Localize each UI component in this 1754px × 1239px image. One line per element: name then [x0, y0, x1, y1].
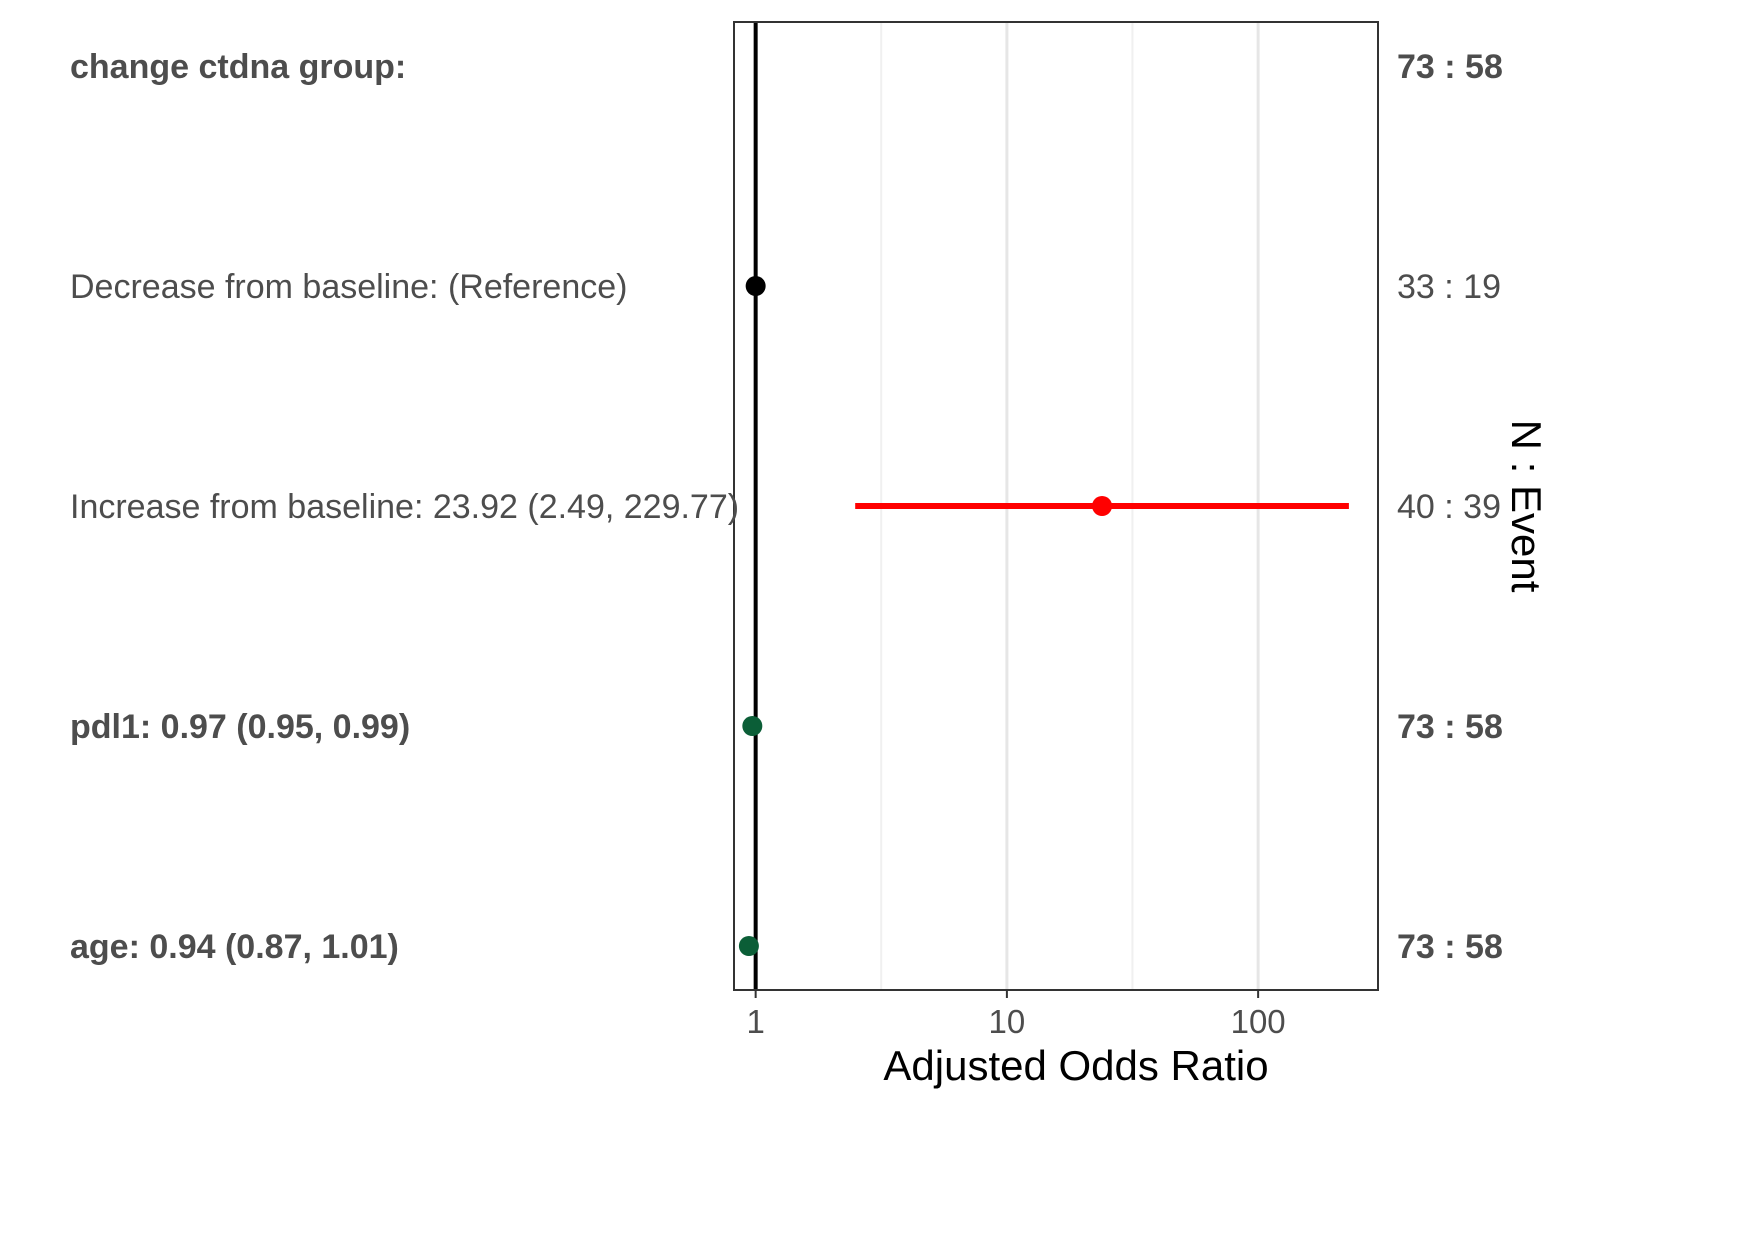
plot-panel-border — [733, 21, 1379, 991]
count-label: 73 : 58 — [1397, 928, 1503, 966]
secondary-axis-title: N : Event — [1503, 420, 1550, 593]
count-label: 33 : 19 — [1397, 268, 1501, 306]
x-axis-title: Adjusted Odds Ratio — [883, 1042, 1268, 1089]
row-label: change ctdna group: — [70, 48, 406, 86]
x-tick-label: 10 — [989, 1003, 1026, 1040]
estimate-point — [738, 936, 759, 956]
x-axis: 1 10 100 — [746, 990, 1286, 1040]
estimate-point — [745, 276, 766, 296]
row-label: Decrease from baseline: (Reference) — [70, 268, 627, 306]
count-labels: 73 : 58 33 : 19 40 : 39 73 : 58 73 : 58 — [1397, 48, 1503, 966]
row-label: Increase from baseline: 23.92 (2.49, 229… — [70, 488, 739, 526]
x-tick-label: 100 — [1231, 1003, 1286, 1040]
row-labels: change ctdna group: Decrease from baselin… — [70, 48, 739, 966]
count-label: 73 : 58 — [1397, 48, 1503, 86]
row-label: pdl1: 0.97 (0.95, 0.99) — [70, 708, 410, 746]
estimates — [738, 276, 1349, 956]
row-label: age: 0.94 (0.87, 1.01) — [70, 928, 399, 966]
count-label: 73 : 58 — [1397, 708, 1503, 746]
estimate-point — [1092, 496, 1113, 516]
x-tick-label: 1 — [746, 1003, 764, 1040]
estimate-point — [742, 716, 763, 736]
count-label: 40 : 39 — [1397, 488, 1501, 526]
